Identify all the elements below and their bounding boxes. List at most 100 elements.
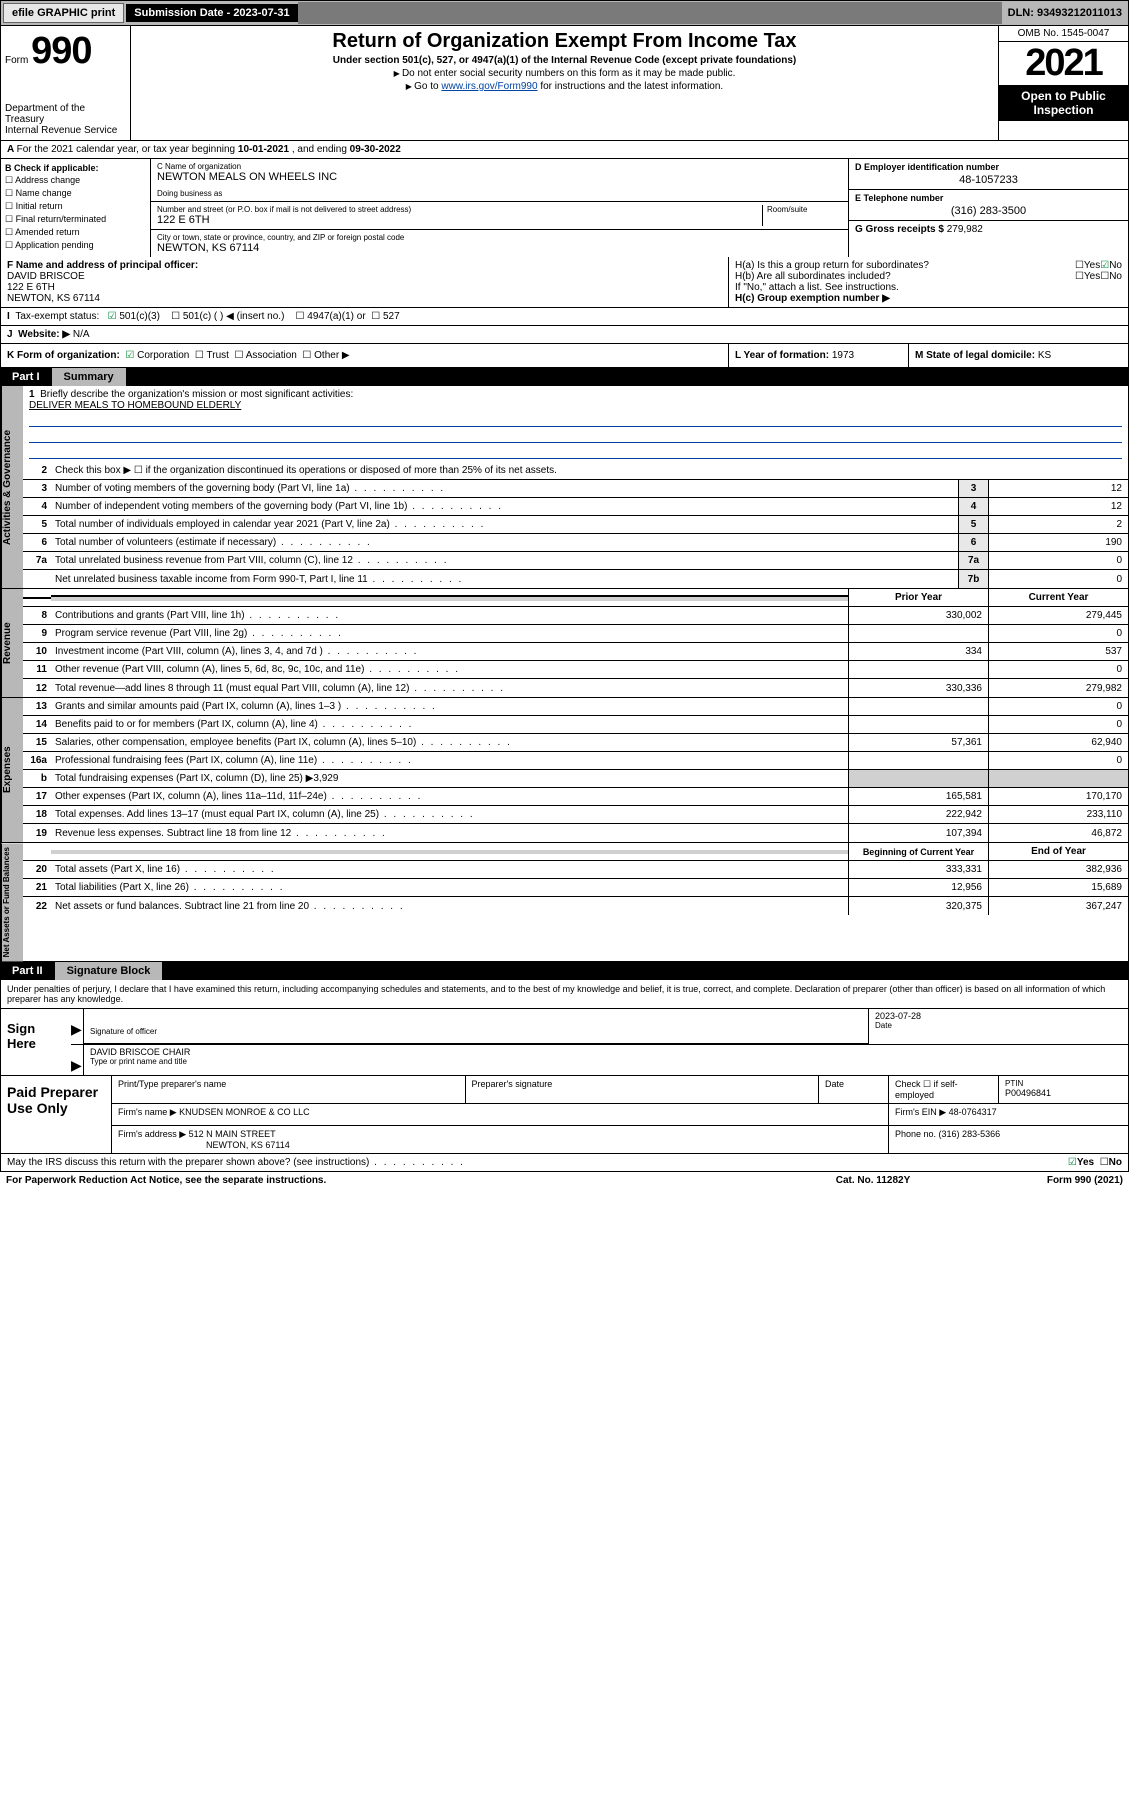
ln-val: 12 bbox=[988, 498, 1128, 515]
cb-application-pending[interactable]: Application pending bbox=[5, 240, 146, 251]
cb-initial-return[interactable]: Initial return bbox=[5, 201, 146, 212]
ha-no-txt: No bbox=[1109, 260, 1122, 271]
hb-note: If "No," attach a list. See instructions… bbox=[735, 282, 1122, 293]
cb-corporation[interactable] bbox=[125, 350, 134, 361]
ln-val: 12 bbox=[988, 480, 1128, 497]
pp-h4: Check ☐ if self-employed bbox=[888, 1076, 998, 1103]
org-name-label: C Name of organization bbox=[157, 162, 842, 171]
pp-firm-name-label: Firm's name ▶ bbox=[118, 1107, 179, 1117]
begin-year-hdr: Beginning of Current Year bbox=[848, 843, 988, 860]
ln-prior bbox=[848, 716, 988, 733]
ln-prior: 330,336 bbox=[848, 679, 988, 697]
city-label: City or town, state or province, country… bbox=[157, 233, 842, 242]
gross-receipts-row: G Gross receipts $ 279,982 bbox=[849, 221, 1128, 238]
officer-addr2: NEWTON, KS 67114 bbox=[7, 293, 722, 304]
line-20: 20Total assets (Part X, line 16)333,3313… bbox=[23, 861, 1128, 879]
line-18: 18Total expenses. Add lines 13–17 (must … bbox=[23, 806, 1128, 824]
pp-h3: Date bbox=[818, 1076, 888, 1103]
ln-text: Total expenses. Add lines 13–17 (must eq… bbox=[51, 807, 848, 822]
cb-name-change[interactable]: Name change bbox=[5, 188, 146, 199]
ln-num: 18 bbox=[23, 809, 51, 820]
efile-print-button[interactable]: efile GRAPHIC print bbox=[3, 3, 124, 23]
ln-prior: 57,361 bbox=[848, 734, 988, 751]
ln-prior bbox=[848, 625, 988, 642]
phone-label: E Telephone number bbox=[855, 193, 1122, 203]
cb-other[interactable] bbox=[302, 350, 311, 361]
cb-amended-return[interactable]: Amended return bbox=[5, 227, 146, 238]
website-label: Website: ▶ bbox=[18, 329, 70, 340]
irs-link[interactable]: www.irs.gov/Form990 bbox=[441, 81, 537, 92]
discuss-text: May the IRS discuss this return with the… bbox=[7, 1157, 1068, 1168]
form-note-1: Do not enter social security numbers on … bbox=[137, 68, 992, 79]
pp-firm-name-row: Firm's name ▶ KNUDSEN MONROE & CO LLC Fi… bbox=[111, 1104, 1128, 1126]
row-a-prefix: For the 2021 calendar year, or tax year … bbox=[17, 144, 238, 155]
ein-row: D Employer identification number 48-1057… bbox=[849, 159, 1128, 190]
pp-firm-ein: 48-0764317 bbox=[949, 1107, 997, 1117]
gross-value: 279,982 bbox=[947, 224, 983, 235]
ha-yes-txt: Yes bbox=[1084, 260, 1100, 271]
m-label: M State of legal domicile: bbox=[915, 350, 1038, 361]
cb-501c[interactable] bbox=[171, 311, 180, 322]
pp-firm-addr-cell: Firm's address ▶ 512 N MAIN STREET NEWTO… bbox=[111, 1126, 888, 1153]
line-8: 8Contributions and grants (Part VIII, li… bbox=[23, 607, 1128, 625]
vtab-expenses: Expenses bbox=[1, 698, 23, 842]
note2-suffix: for instructions and the latest informat… bbox=[538, 81, 724, 92]
ln-text: Salaries, other compensation, employee b… bbox=[51, 735, 848, 750]
cb-address-change[interactable]: Address change bbox=[5, 175, 146, 186]
website-row: J Website: ▶ N/A bbox=[1, 326, 1128, 343]
paid-preparer-label: Paid Preparer Use Only bbox=[1, 1076, 111, 1153]
line-11: 11Other revenue (Part VIII, column (A), … bbox=[23, 661, 1128, 679]
cb-501c3[interactable] bbox=[108, 311, 117, 322]
cb-final-return[interactable]: Final return/terminated bbox=[5, 214, 146, 225]
ln-val: 0 bbox=[988, 570, 1128, 588]
line-2: 2 Check this box ▶ ☐ if the organization… bbox=[23, 462, 1128, 480]
ln-num: 9 bbox=[23, 628, 51, 639]
ein-label: D Employer identification number bbox=[855, 162, 1122, 172]
addr-value: 122 E 6TH bbox=[157, 214, 762, 226]
signature-declaration: Under penalties of perjury, I declare th… bbox=[0, 980, 1129, 1009]
ln-text: Revenue less expenses. Subtract line 18 … bbox=[51, 826, 848, 841]
line-12: 12Total revenue—add lines 8 through 11 (… bbox=[23, 679, 1128, 697]
footer-left: For Paperwork Reduction Act Notice, see … bbox=[6, 1175, 773, 1186]
part-1-title: Summary bbox=[52, 368, 126, 386]
ln-num: 16a bbox=[23, 755, 51, 766]
ln-text: Other expenses (Part IX, column (A), lin… bbox=[51, 789, 848, 804]
part-1-label: Part I bbox=[0, 368, 52, 386]
line-2-text: Check this box ▶ ☐ if the organization d… bbox=[51, 463, 1128, 478]
hb-yes-txt: Yes bbox=[1084, 271, 1100, 282]
sig-date-value: 2023-07-28 bbox=[875, 1011, 1122, 1021]
ln-current: 46,872 bbox=[988, 824, 1128, 842]
discuss-no-cb[interactable] bbox=[1100, 1157, 1109, 1168]
cb-527[interactable] bbox=[371, 311, 380, 322]
cb-4947[interactable] bbox=[296, 311, 305, 322]
org-name-row: C Name of organization NEWTON MEALS ON W… bbox=[151, 159, 848, 202]
ha-no[interactable] bbox=[1100, 260, 1109, 271]
line-17: 17Other expenses (Part IX, column (A), l… bbox=[23, 788, 1128, 806]
gross-label: G Gross receipts $ bbox=[855, 224, 947, 235]
cb-association[interactable] bbox=[234, 350, 243, 361]
dept-label: Department of the Treasury Internal Reve… bbox=[5, 103, 126, 136]
prior-year-hdr: Prior Year bbox=[848, 589, 988, 606]
line-9: 9Program service revenue (Part VIII, lin… bbox=[23, 625, 1128, 643]
group-return-h: H(a) Is this a group return for subordin… bbox=[728, 257, 1128, 307]
ln-text: Total liabilities (Part X, line 26) bbox=[51, 880, 848, 895]
form-subtitle: Under section 501(c), 527, or 4947(a)(1)… bbox=[137, 55, 992, 66]
hb-yes[interactable] bbox=[1075, 271, 1084, 282]
row-a-tax-year: A For the 2021 calendar year, or tax yea… bbox=[0, 141, 1129, 159]
discuss-yes-cb[interactable] bbox=[1068, 1157, 1077, 1168]
ha-yes[interactable] bbox=[1075, 260, 1084, 271]
part-2-bar: Part II Signature Block bbox=[0, 962, 1129, 980]
form-title: Return of Organization Exempt From Incom… bbox=[137, 30, 992, 53]
pp-firm-ein-cell: Firm's EIN ▶ 48-0764317 bbox=[888, 1104, 1128, 1125]
ln-text: Program service revenue (Part VIII, line… bbox=[51, 626, 848, 641]
hc-label: H(c) Group exemption number ▶ bbox=[735, 293, 1122, 304]
row-i: I Tax-exempt status: 501(c)(3) 501(c) ( … bbox=[0, 308, 1129, 326]
pp-firm-name: KNUDSEN MONROE & CO LLC bbox=[179, 1107, 310, 1117]
hb-no[interactable] bbox=[1100, 271, 1109, 282]
phone-value: (316) 283-3500 bbox=[855, 205, 1122, 217]
ln-prior bbox=[848, 770, 988, 787]
row-j: J Website: ▶ N/A bbox=[0, 326, 1129, 344]
cb-trust[interactable] bbox=[195, 350, 204, 361]
footer-mid: Cat. No. 11282Y bbox=[773, 1175, 973, 1186]
ln-current: 0 bbox=[988, 716, 1128, 733]
